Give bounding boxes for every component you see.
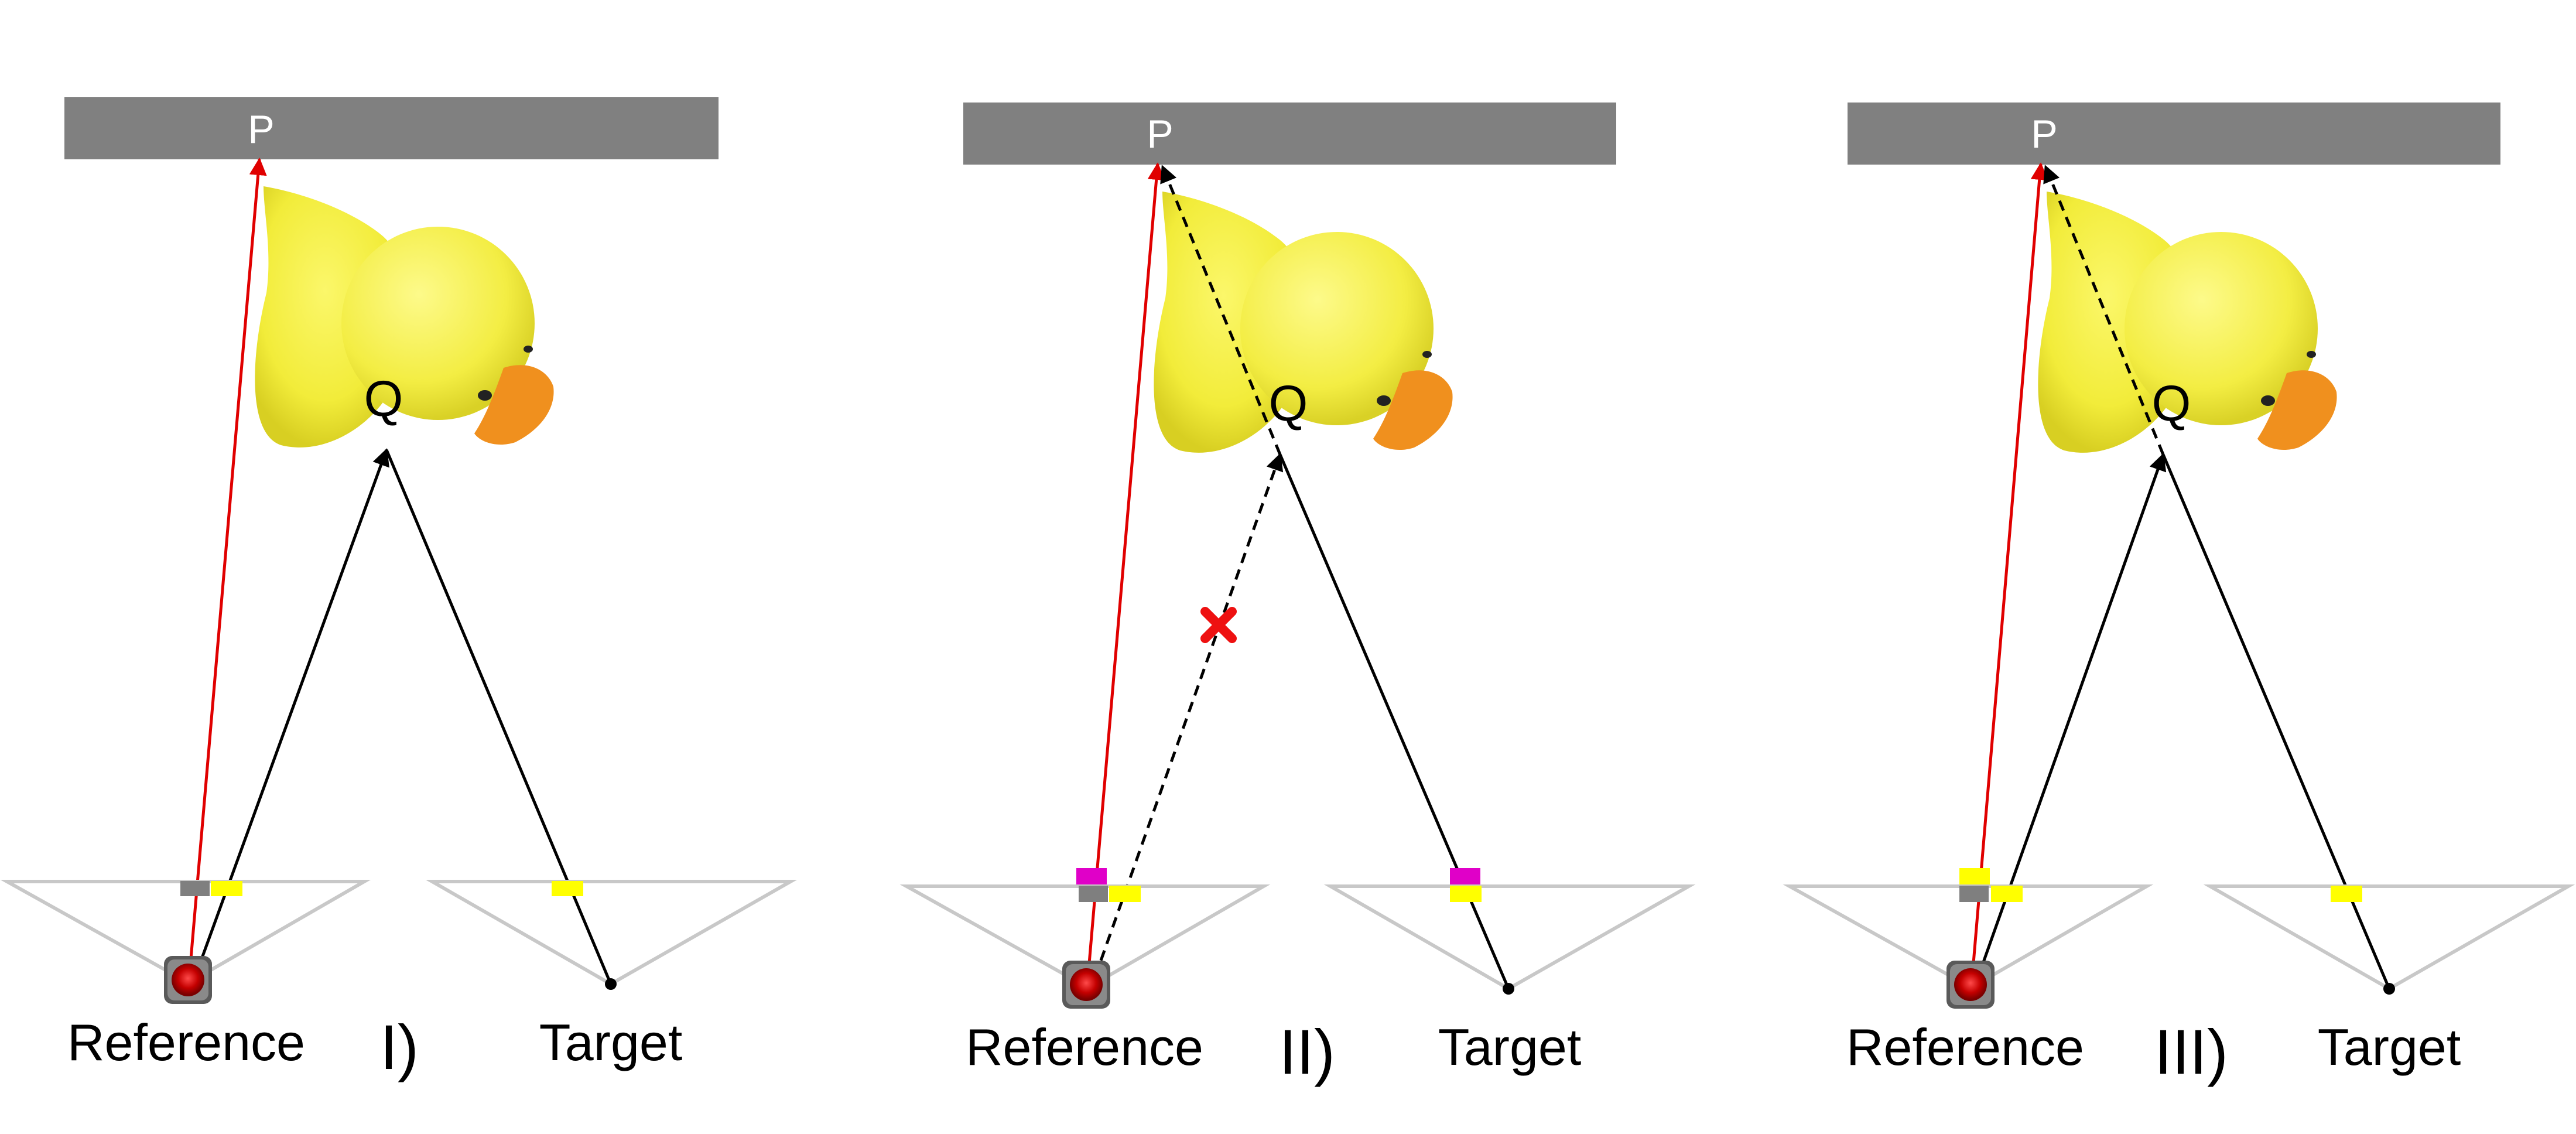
pixel-yellow — [1450, 886, 1482, 902]
reference-label: Reference — [966, 1018, 1203, 1076]
image-plane-p: P — [1848, 103, 2500, 165]
target-camera-center — [605, 978, 617, 990]
pixel-yellow — [1959, 868, 1990, 884]
duck — [255, 186, 554, 448]
camera-icon — [164, 956, 212, 1004]
point-q-label: Q — [364, 371, 403, 427]
red-x-icon — [1200, 607, 1237, 643]
duck — [2038, 192, 2337, 453]
pixel-yellow — [1991, 886, 2023, 902]
pixel-yellow — [552, 881, 583, 896]
target-camera-frustum — [425, 880, 798, 990]
plane-label: P — [1147, 112, 1173, 156]
target-camera-frustum — [2203, 884, 2575, 995]
red-ray — [1971, 162, 2048, 978]
ray-q-to-target — [1278, 454, 1510, 989]
panel-2: P Q — [899, 103, 1696, 1087]
target-camera-frustum — [1323, 868, 1696, 995]
plane-label: P — [2031, 112, 2057, 156]
red-ray — [1086, 162, 1165, 978]
pixel-magenta — [1076, 868, 1107, 884]
plane-label: P — [248, 107, 274, 152]
pixel-yellow — [2331, 886, 2362, 902]
image-plane-p: P — [64, 97, 719, 159]
camera-icon — [1946, 961, 1995, 1009]
reference-camera-frustum — [1783, 868, 2154, 990]
target-label: Target — [2318, 1018, 2461, 1076]
target-label: Target — [539, 1013, 683, 1071]
reference-camera-frustum — [899, 868, 1271, 990]
panel-1: P Q Reference I) Targ — [0, 97, 798, 1082]
pixel-gray — [180, 881, 210, 896]
image-plane-p: P — [963, 103, 1616, 165]
target-camera-center — [1503, 983, 1514, 995]
reference-camera-frustum — [0, 880, 371, 985]
panel-roman-label: I) — [380, 1012, 419, 1082]
point-q-label: Q — [2152, 375, 2191, 432]
panel-roman-label: II) — [1279, 1016, 1335, 1087]
pixel-magenta — [1450, 868, 1480, 884]
ray-q-to-target — [385, 449, 613, 985]
panel-roman-label: III) — [2154, 1016, 2228, 1087]
pixel-gray — [1079, 886, 1108, 902]
duck — [1154, 192, 1453, 453]
target-camera-center — [2383, 983, 2395, 995]
red-ray — [188, 158, 267, 973]
pixel-yellow — [1109, 886, 1141, 902]
reference-label: Reference — [67, 1013, 305, 1071]
camera-icon — [1062, 961, 1110, 1009]
target-label: Target — [1438, 1018, 1582, 1076]
reference-label: Reference — [1846, 1018, 2084, 1076]
pixel-gray — [1959, 886, 1989, 902]
point-q-label: Q — [1269, 375, 1308, 432]
pixel-yellow — [211, 881, 242, 896]
panel-3: P Q Reference — [1783, 103, 2575, 1087]
ray-q-to-target — [2161, 454, 2391, 989]
